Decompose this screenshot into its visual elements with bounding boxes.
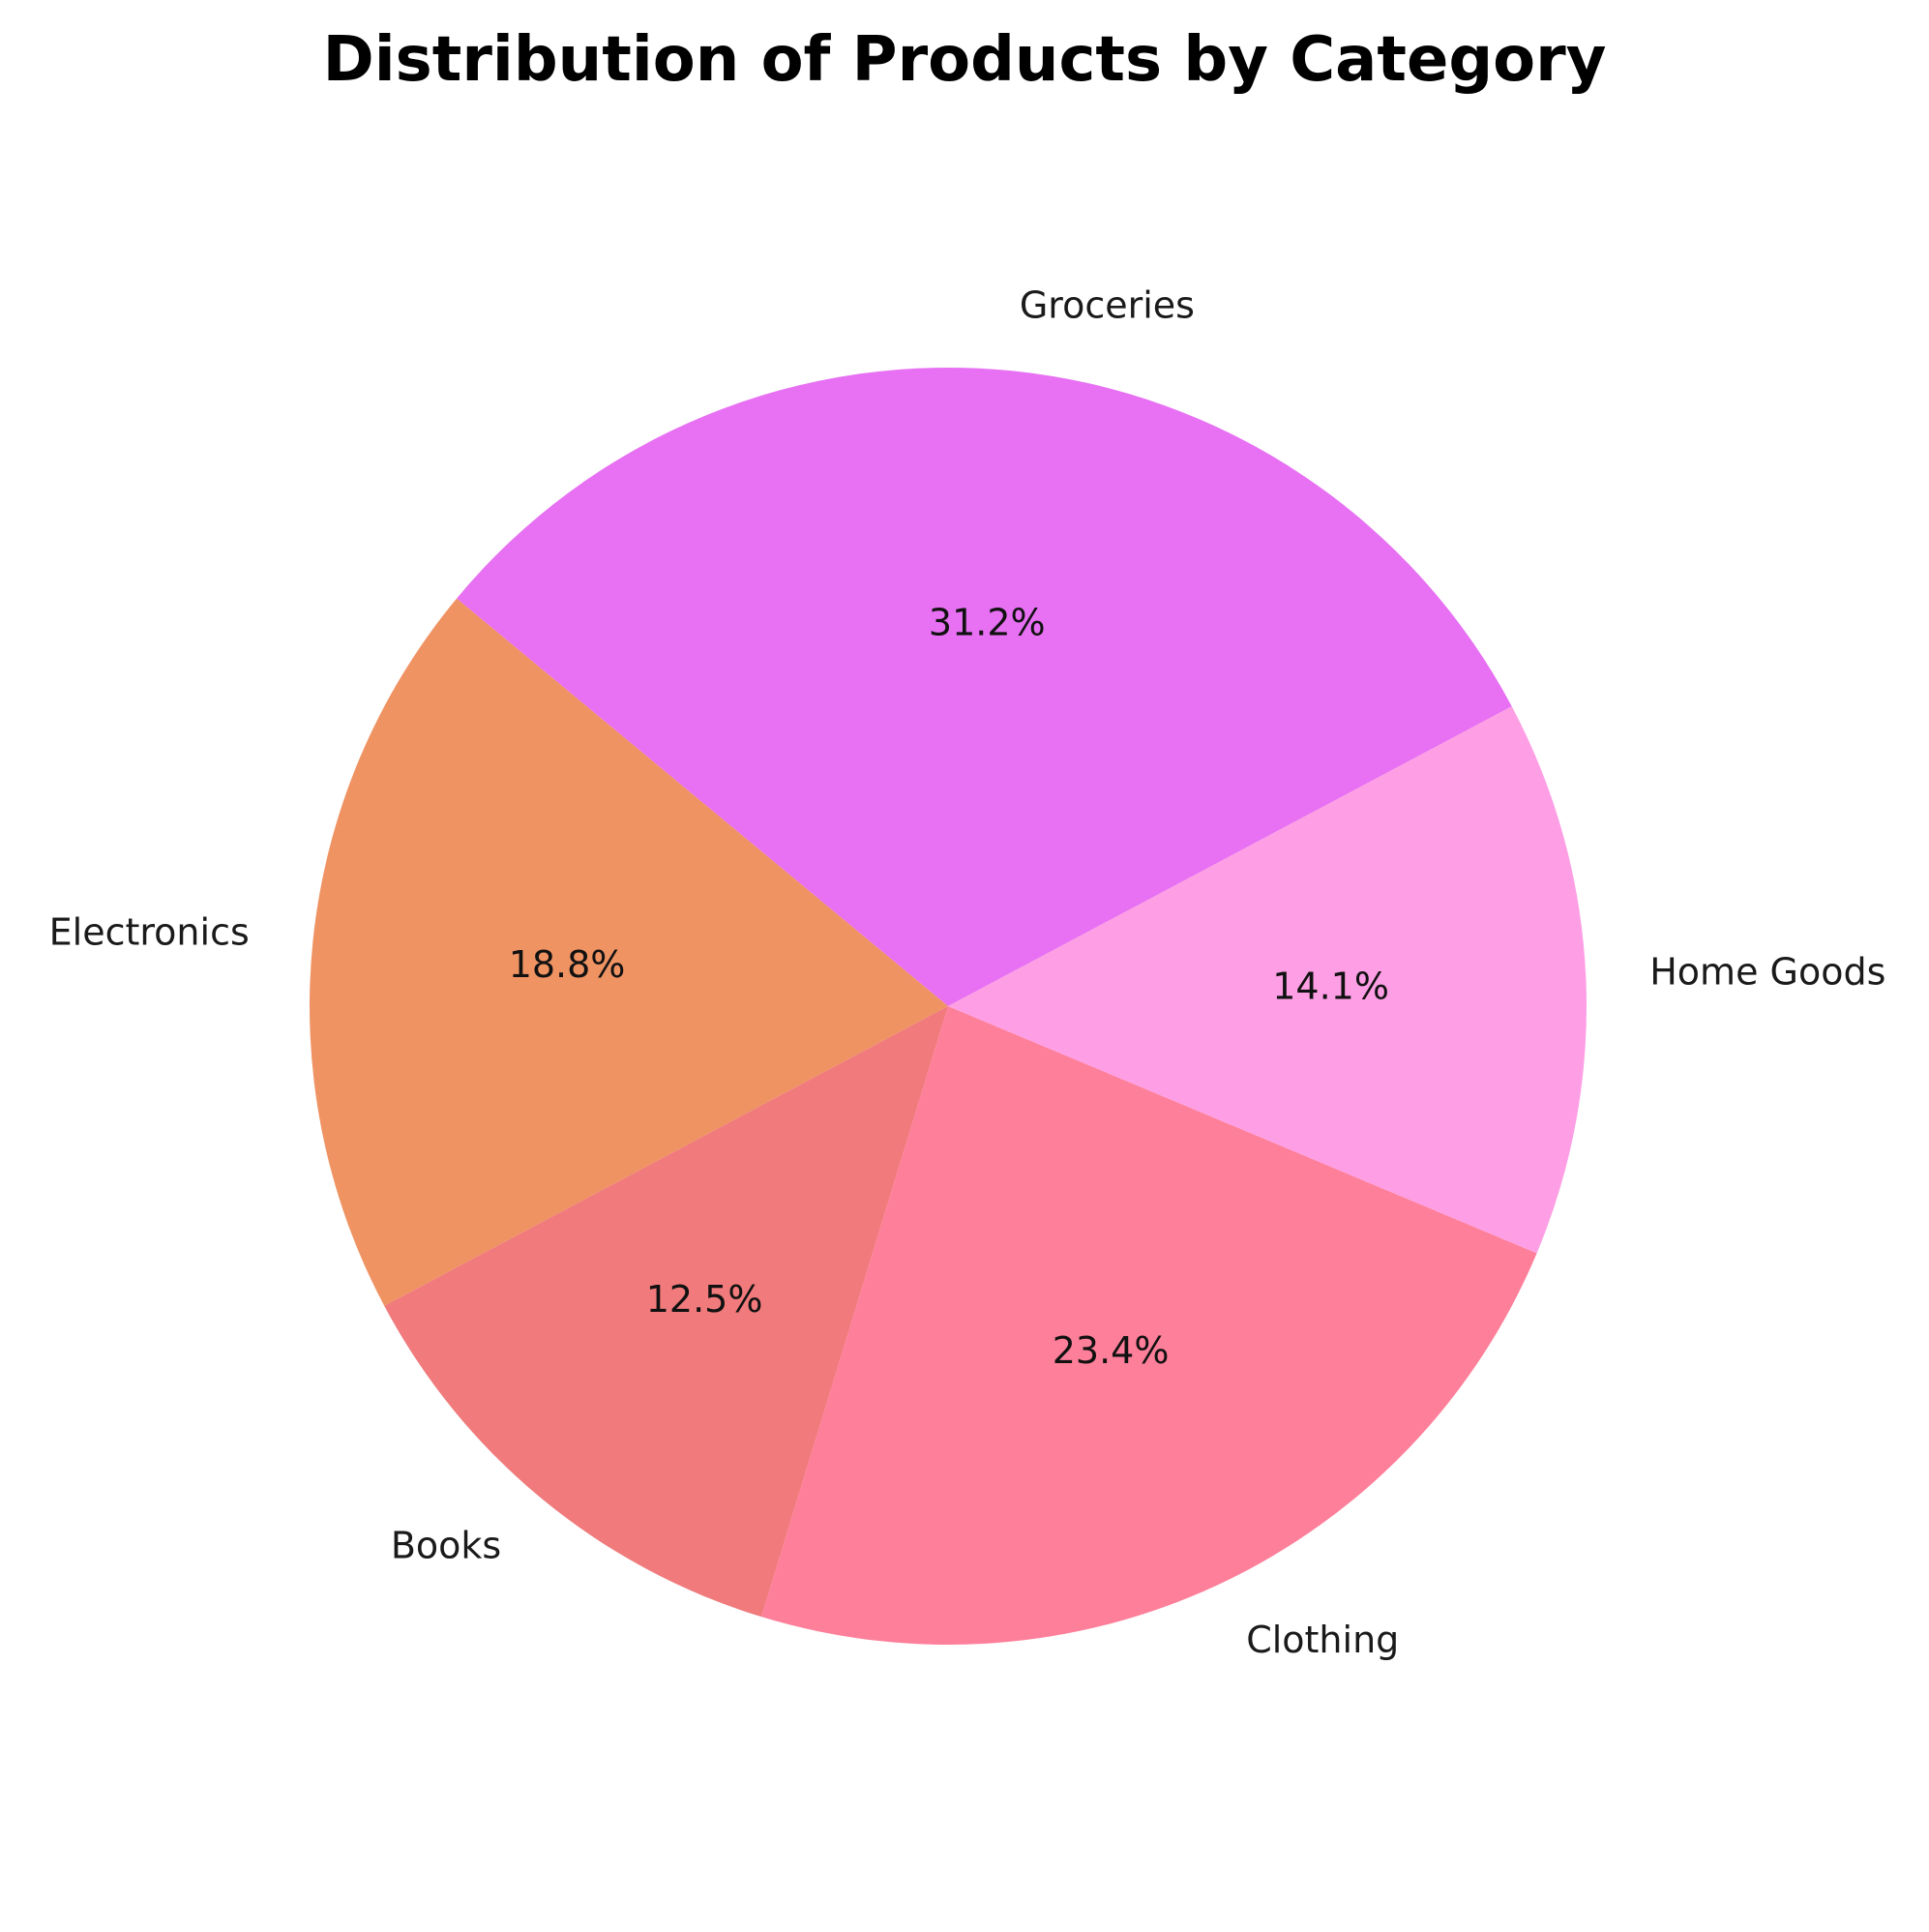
slice-label-books: Books — [391, 1525, 501, 1567]
pct-label-clothing: 23.4% — [1053, 1329, 1170, 1372]
slice-label-clothing: Clothing — [1246, 1619, 1399, 1661]
pct-label-groceries: 31.2% — [929, 602, 1046, 644]
pie-slices — [310, 368, 1587, 1645]
pct-label-home-goods: 14.1% — [1272, 965, 1389, 1007]
pct-label-electronics: 18.8% — [509, 943, 626, 986]
slice-label-groceries: Groceries — [1020, 283, 1195, 326]
slice-label-electronics: Electronics — [49, 911, 250, 954]
pie-labels: Groceries 31.2% Electronics 18.8% Books 12.5%… — [49, 283, 1886, 1661]
pie-slice-clothing — [761, 1006, 1537, 1645]
pie-slice-home-goods — [948, 706, 1587, 1254]
pie-slice-groceries — [457, 368, 1512, 1006]
pie-slice-electronics — [310, 598, 948, 1306]
pct-label-books: 12.5% — [646, 1278, 763, 1321]
pie-slice-books — [384, 1006, 948, 1618]
chart-title: Distribution of Products by Category — [323, 24, 1607, 96]
slice-label-home-goods: Home Goods — [1649, 950, 1885, 993]
